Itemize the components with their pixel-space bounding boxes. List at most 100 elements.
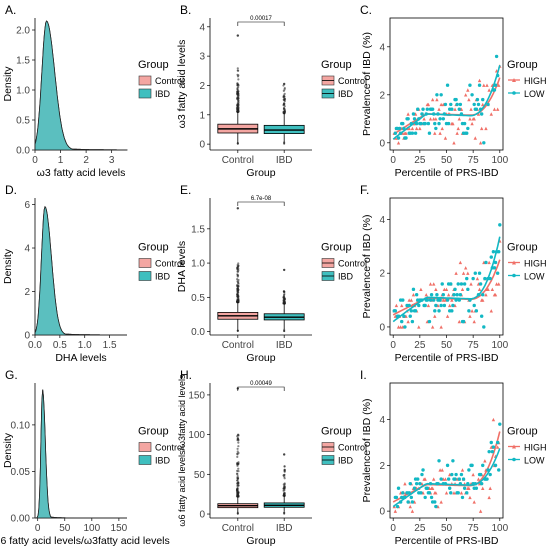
outlier-point <box>236 83 239 87</box>
point-low <box>440 282 444 286</box>
point-high <box>442 287 447 292</box>
point-low <box>454 472 458 477</box>
y-axis-title: Prevalence of IBD (%) <box>361 215 373 319</box>
point-high <box>426 303 431 308</box>
outlier-point <box>283 470 286 473</box>
legend-key-marker <box>512 444 516 449</box>
panel-label: D. <box>5 183 17 197</box>
outlier-point <box>237 490 240 493</box>
point-low <box>439 477 443 481</box>
outlier-point <box>237 295 240 298</box>
point-low <box>489 440 493 445</box>
outlier-point <box>283 329 286 332</box>
point-high <box>478 509 483 513</box>
outlier-point <box>236 329 239 332</box>
x-tick-label: 50 <box>441 155 453 166</box>
point-low <box>497 250 501 254</box>
point-high <box>393 509 398 513</box>
point-high <box>489 309 493 313</box>
legend-key-marker <box>512 457 516 462</box>
outlier-point <box>283 477 286 480</box>
panel-label: H. <box>180 368 192 382</box>
outlier-point <box>283 465 286 468</box>
y-tick-label: 4 <box>379 415 385 426</box>
x-tick-label: 0 <box>390 340 396 351</box>
point-high <box>447 303 452 308</box>
point-high <box>470 309 474 313</box>
outlier-point <box>282 95 285 99</box>
p-value-label: 0.00017 <box>250 16 272 22</box>
outlier-point <box>236 142 239 145</box>
y-tick-label: 0 <box>379 138 385 149</box>
outlier-point <box>236 301 240 304</box>
point-low <box>482 325 486 329</box>
point-high <box>486 287 490 292</box>
outlier-point <box>236 109 239 112</box>
point-low <box>476 102 481 107</box>
point-low <box>443 102 448 107</box>
point-high <box>434 117 438 121</box>
legend-item-label: Control <box>338 259 367 269</box>
outlier-point <box>283 142 286 145</box>
x-tick-label: 0 <box>32 155 38 166</box>
point-low <box>484 260 488 265</box>
outlier-point <box>282 107 286 111</box>
legend-title: Group <box>321 59 352 71</box>
outlier-point <box>236 329 239 332</box>
point-low <box>396 486 401 490</box>
legend-item-label: IBD <box>155 89 171 99</box>
outlier-point <box>236 142 239 145</box>
outlier-point <box>236 275 239 278</box>
point-low <box>453 477 457 481</box>
outlier-point <box>283 483 286 486</box>
point-high <box>459 491 464 495</box>
outlier-point <box>283 142 286 145</box>
point-low <box>401 491 405 495</box>
point-low <box>404 136 408 140</box>
point-low <box>433 121 437 126</box>
outlier-point <box>236 455 239 458</box>
outlier-point <box>283 290 286 294</box>
point-low <box>455 102 459 107</box>
legend: Group Control IBD <box>321 426 367 466</box>
point-low <box>449 102 453 107</box>
point-low <box>472 102 476 107</box>
p-value-label: 0.00049 <box>250 381 272 387</box>
point-high <box>484 293 488 297</box>
y-axis-title: Density <box>2 248 14 284</box>
point-high <box>470 121 474 126</box>
point-high <box>495 107 500 111</box>
point-low <box>428 298 433 302</box>
outlier-point <box>283 491 286 495</box>
panel-label: F. <box>360 183 369 197</box>
point-high <box>410 126 415 131</box>
point-high <box>424 293 428 297</box>
point-high <box>454 271 458 275</box>
point-low <box>465 131 469 135</box>
point-low <box>450 309 454 313</box>
x-tick-label: 50 <box>441 340 453 351</box>
outlier-point <box>283 473 286 477</box>
point-high <box>406 319 410 324</box>
y-tick-label: 1.5 <box>16 56 30 67</box>
point-low <box>477 271 482 275</box>
outlier-point <box>282 299 285 302</box>
point-low <box>467 468 471 472</box>
point-high <box>394 303 399 308</box>
outlier-point <box>282 487 285 490</box>
point-low <box>486 102 490 107</box>
x-axis-title: Group <box>246 535 275 547</box>
point-high <box>434 491 438 495</box>
point-low <box>445 83 450 87</box>
outlier-point <box>237 86 240 89</box>
point-high <box>467 486 471 490</box>
x-tick-label: IBD <box>276 340 293 351</box>
point-high <box>441 298 446 302</box>
x-tick-label: 25 <box>414 523 426 534</box>
y-tick-label: 100 <box>188 430 205 441</box>
point-high <box>400 303 404 308</box>
point-low <box>487 449 491 454</box>
legend-title: Group <box>507 59 538 71</box>
point-low <box>423 121 427 126</box>
point-low <box>445 463 450 468</box>
